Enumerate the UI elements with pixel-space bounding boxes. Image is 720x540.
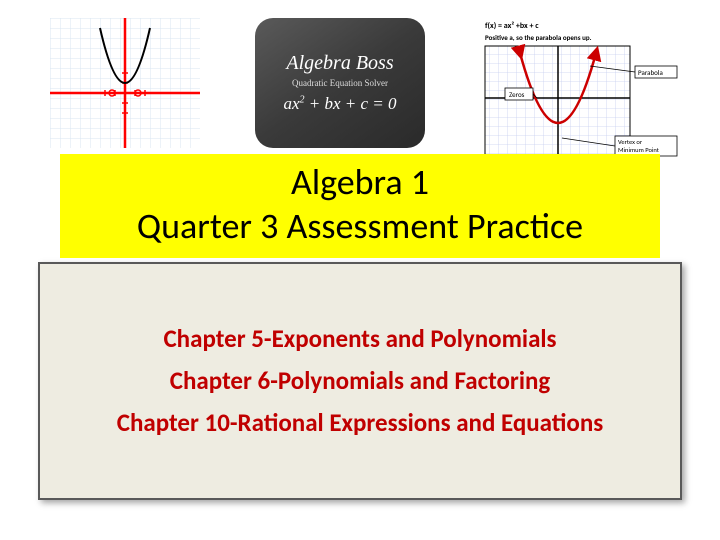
label-vertex-2: Minimum Point xyxy=(618,146,660,154)
slide-title: Algebra 1 Quarter 3 Assessment Practice xyxy=(60,154,660,258)
images-row: Algebra Boss Quadratic Equation Solver a… xyxy=(0,0,720,173)
left-parabola-graph xyxy=(50,18,200,148)
label-parabola: Parabola xyxy=(638,68,663,77)
chapter-item: Chapter 5-Exponents and Polynomials xyxy=(163,324,556,354)
chapters-box: Chapter 5-Exponents and Polynomials Chap… xyxy=(38,262,682,500)
chapter-item: Chapter 6-Polynomials and Factoring xyxy=(170,366,550,396)
app-subtitle: Quadratic Equation Solver xyxy=(292,78,388,88)
title-line-1: Algebra 1 xyxy=(60,160,660,204)
title-line-2: Quarter 3 Assessment Practice xyxy=(60,204,660,248)
app-equation: ax2 + bx + c = 0 xyxy=(283,94,396,114)
chapter-item: Chapter 10-Rational Expressions and Equa… xyxy=(117,408,604,438)
label-zeros: Zeros xyxy=(509,90,525,99)
app-title: Algebra Boss xyxy=(286,52,393,75)
right-annotated-graph: f(x) = ax² +bx + c Positive a, so the pa… xyxy=(480,18,680,173)
algebra-boss-tile: Algebra Boss Quadratic Equation Solver a… xyxy=(255,18,425,148)
label-vertex-1: Vertex or xyxy=(618,138,643,146)
graph-note: Positive a, so the parabola opens up. xyxy=(485,33,592,42)
graph-header: f(x) = ax² +bx + c xyxy=(485,21,539,31)
